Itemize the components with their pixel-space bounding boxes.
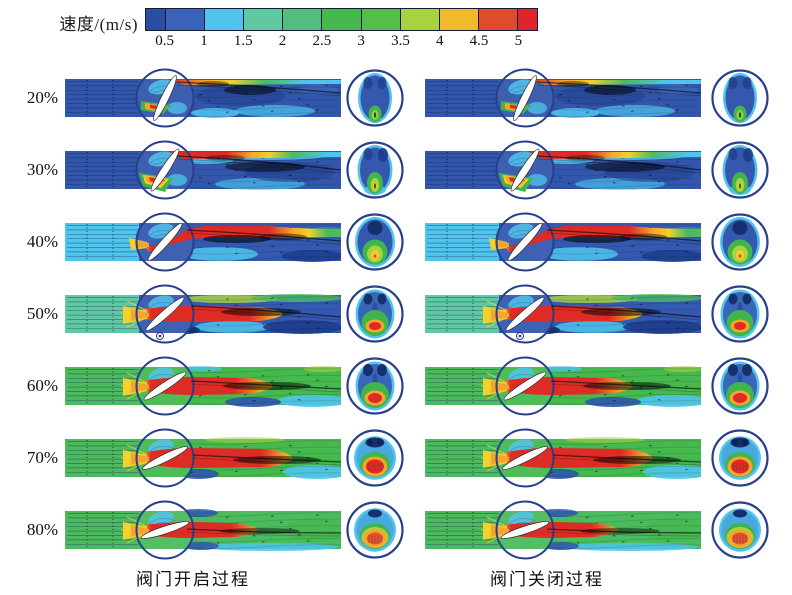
flow-field-opening-70% [65, 428, 341, 488]
colorbar-segment [204, 9, 244, 30]
colorbar-tick: 1 [200, 33, 208, 49]
colorbar-segment [243, 9, 283, 30]
cross-section-closing-50% [711, 285, 769, 343]
colorbar-tick: 3.5 [391, 33, 410, 49]
flow-field-closing-30% [425, 140, 701, 200]
cross-section-opening-20% [346, 69, 404, 127]
row-label-80%: 80% [26, 520, 58, 539]
row-label-50%: 50% [26, 304, 58, 323]
cross-section-opening-70% [346, 429, 404, 487]
colorbar-segment [477, 9, 517, 30]
colorbar-tick: 4.5 [469, 33, 489, 49]
cross-section-closing-20% [711, 69, 769, 127]
row-label-20%: 20% [26, 88, 58, 107]
row-label-40%: 40% [26, 232, 58, 251]
flow-field-opening-20% [65, 68, 341, 128]
cross-section-opening-40% [346, 213, 404, 271]
colorbar-segment [516, 9, 537, 30]
colorbar-segment [438, 9, 478, 30]
cross-section-opening-30% [346, 141, 404, 199]
colorbar-tick: 0.5 [155, 33, 175, 49]
colorbar-tick: 1.5 [233, 33, 253, 49]
row-label-30%: 30% [26, 160, 58, 179]
colorbar-ticks: 0.5 1 1.5 2 2.5 3 3.5 4 4.5 5 [145, 33, 538, 53]
flow-field-closing-80% [425, 500, 701, 560]
colorbar-tick: 2.5 [312, 33, 332, 49]
flow-field-closing-70% [425, 428, 701, 488]
colorbar-tick: 2 [278, 33, 287, 49]
cross-section-opening-80% [346, 501, 404, 559]
flow-field-opening-50% [65, 284, 341, 344]
colorbar-segment [146, 9, 166, 30]
flow-field-opening-60% [65, 356, 341, 416]
colorbar-segment [360, 9, 400, 30]
velocity-colorbar [145, 8, 538, 31]
colorbar-segment [165, 9, 205, 30]
colorbar-segment [399, 9, 439, 30]
row-label-60%: 60% [26, 376, 58, 395]
flow-field-opening-40% [65, 212, 341, 272]
cross-section-opening-60% [346, 357, 404, 415]
colorbar-tick: 4 [436, 33, 444, 49]
cross-section-closing-40% [711, 213, 769, 271]
caption-valve-closing: 阀门关闭过程 [490, 570, 604, 589]
cross-section-closing-60% [711, 357, 769, 415]
colorbar-segment [282, 9, 322, 30]
colorbar-segment [321, 9, 361, 30]
cross-section-closing-70% [711, 429, 769, 487]
cross-section-opening-50% [346, 285, 404, 343]
flow-field-closing-50% [425, 284, 701, 344]
caption-valve-opening: 阀门开启过程 [136, 570, 250, 589]
flow-field-closing-20% [425, 68, 701, 128]
flow-field-closing-40% [425, 212, 701, 272]
cross-section-closing-30% [711, 141, 769, 199]
legend-label: 速度/(m/s) [59, 15, 138, 34]
flow-field-opening-30% [65, 140, 341, 200]
flow-field-opening-80% [65, 500, 341, 560]
row-label-70%: 70% [26, 448, 58, 467]
colorbar-tick: 3 [357, 33, 365, 49]
colorbar-tick: 5 [514, 33, 523, 49]
cross-section-closing-80% [711, 501, 769, 559]
flow-field-closing-60% [425, 356, 701, 416]
